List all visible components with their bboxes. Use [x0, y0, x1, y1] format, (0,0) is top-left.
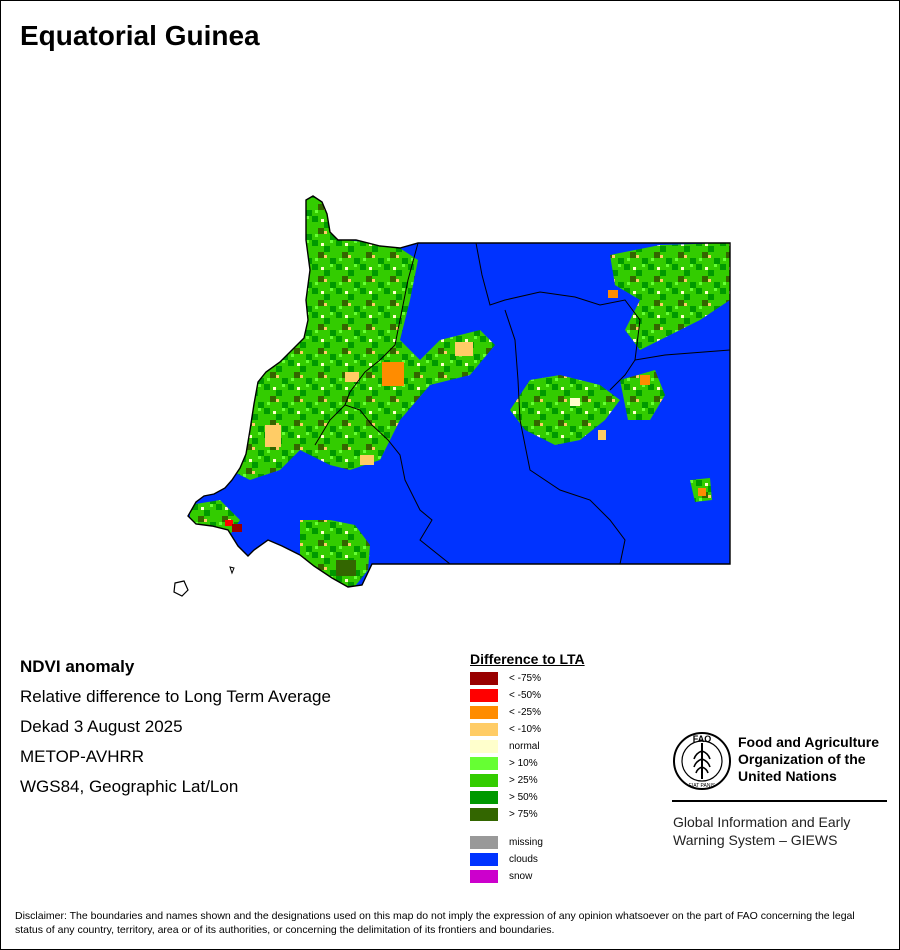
legend-label: > 75%	[509, 809, 538, 820]
giews-name: Global Information and Early Warning Sys…	[673, 814, 851, 848]
fao-logo-motto: FIAT PANIS	[689, 783, 716, 789]
legend-swatch	[470, 836, 498, 849]
legend-label: < -75%	[509, 673, 541, 684]
organization-name: Food and Agriculture Organization of the…	[738, 734, 880, 784]
legend-label: < -50%	[509, 690, 541, 701]
map-description: Relative difference to Long Term Average	[20, 687, 331, 706]
legend-swatch	[470, 723, 498, 736]
legend-swatch	[470, 791, 498, 804]
legend-label: missing	[509, 837, 543, 848]
fao-logo-icon: FAO FIAT PANIS	[673, 732, 731, 790]
legend-title: Difference to LTA	[470, 651, 585, 667]
legend-label: > 25%	[509, 775, 538, 786]
org-divider	[672, 800, 887, 802]
legend-label: clouds	[509, 854, 538, 865]
legend-label: > 10%	[509, 758, 538, 769]
legend-swatch	[470, 757, 498, 770]
legend-swatch	[470, 672, 498, 685]
legend-label: normal	[509, 741, 540, 752]
legend-label: < -25%	[509, 707, 541, 718]
map-projection: WGS84, Geographic Lat/Lon	[20, 777, 239, 796]
legend-swatch	[470, 774, 498, 787]
legend-label: > 50%	[509, 792, 538, 803]
map-period: Dekad 3 August 2025	[20, 717, 183, 736]
fao-logo-text: FAO	[693, 734, 712, 744]
legend-label: snow	[509, 871, 533, 882]
map-subtitle: NDVI anomaly	[20, 657, 135, 676]
legend-swatch	[470, 706, 498, 719]
legend-swatch	[470, 689, 498, 702]
legend-swatch	[470, 853, 498, 866]
legend-swatch	[470, 740, 498, 753]
map-title: Equatorial Guinea	[20, 20, 260, 51]
map-sensor: METOP-AVHRR	[20, 747, 145, 766]
legend-label: < -10%	[509, 724, 541, 735]
disclaimer: Disclaimer: The boundaries and names sho…	[15, 910, 855, 936]
legend-swatch	[470, 870, 498, 883]
legend-swatch	[470, 808, 498, 821]
ndvi-anomaly-map	[173, 195, 731, 597]
